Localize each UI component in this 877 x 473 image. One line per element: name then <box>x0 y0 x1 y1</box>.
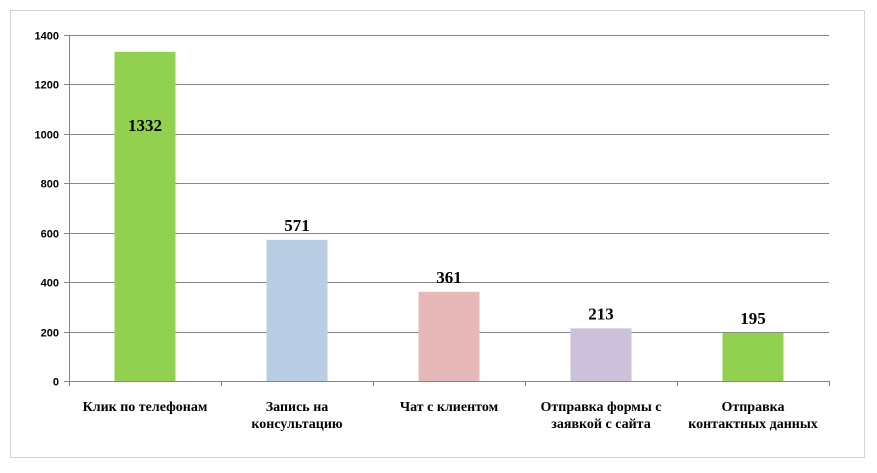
category-label: Чат с клиентом <box>400 400 499 415</box>
data-labels: 1332 571 361 213 195 <box>128 116 766 328</box>
category-label: Запись на консультацию <box>251 400 343 432</box>
bar <box>266 239 328 381</box>
y-tick-label: 200 <box>41 328 59 340</box>
category-label-line: контактных данных <box>688 417 818 432</box>
category-label-line: заявкой с сайта <box>551 417 650 432</box>
data-label: 571 <box>284 216 310 235</box>
bar <box>114 51 176 381</box>
category-label-line: консультацию <box>251 417 343 432</box>
category-label: Отправка контактных данных <box>688 400 818 432</box>
y-tick-label: 600 <box>41 229 59 241</box>
category-label-line: Отправка <box>721 400 784 415</box>
category-label: Клик по телефонам <box>83 400 208 415</box>
category-labels: Клик по телефонам Запись на консультацию Ча… <box>83 400 818 432</box>
bar <box>722 332 784 381</box>
category-label-line: Отправка формы с <box>541 400 662 415</box>
category-label-line: Клик по телефонам <box>83 400 208 415</box>
gridlines <box>69 35 829 333</box>
axes <box>64 35 830 386</box>
y-tick-label: 400 <box>41 278 59 290</box>
y-tick-label: 1400 <box>35 31 59 43</box>
y-tick-label: 1000 <box>35 130 59 142</box>
y-tick-label: 0 <box>53 377 59 389</box>
bar <box>418 291 480 381</box>
data-label: 195 <box>740 309 766 328</box>
bars <box>114 51 784 381</box>
y-tick-label: 800 <box>41 179 59 191</box>
data-label: 361 <box>436 268 462 287</box>
category-label-line: Запись на <box>266 400 329 415</box>
bar <box>570 328 632 381</box>
y-tick-labels: 0 200 400 600 800 1000 1200 1400 <box>35 31 59 389</box>
category-label-line: Чат с клиентом <box>400 400 499 415</box>
y-tick-label: 1200 <box>35 80 59 92</box>
data-label: 1332 <box>128 116 162 135</box>
category-label: Отправка формы с заявкой с сайта <box>541 400 662 432</box>
data-label: 213 <box>588 304 614 323</box>
